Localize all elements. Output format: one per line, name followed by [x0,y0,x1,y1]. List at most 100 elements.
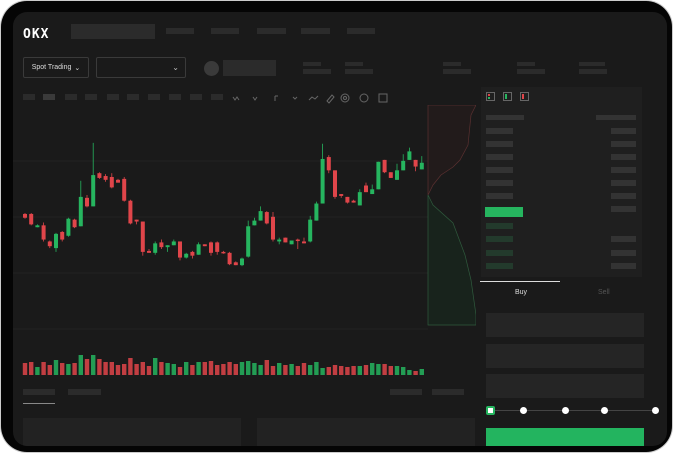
bid-price [486,236,513,242]
volume-bar [258,365,263,375]
nav-item[interactable] [347,28,375,34]
nav-item[interactable] [301,28,330,34]
volume-bar [314,362,319,375]
pen-icon[interactable] [326,94,335,104]
candle-body [35,225,40,228]
candle-body [240,258,244,266]
candle-body [295,239,300,242]
candle-body [271,216,275,240]
tab-order-history[interactable] [68,389,101,395]
candle-body [221,251,226,254]
fx-icon[interactable] [274,95,278,101]
candlestick-chart[interactable] [13,105,476,380]
tab-sell[interactable]: Sell [598,289,610,296]
ask-price [486,128,513,134]
slider-step-25[interactable] [520,407,527,414]
amount-input[interactable] [486,344,644,368]
timeframe-button[interactable] [190,94,202,100]
price-input[interactable] [486,313,644,337]
volume-bar [233,364,238,375]
volume-bar [308,365,313,375]
fullscreen-icon[interactable] [378,93,388,103]
candle-body [78,196,83,227]
reset-icon[interactable] [359,93,369,103]
nav-item[interactable] [166,28,194,34]
timeframe-button[interactable] [23,94,35,100]
okx-logo[interactable]: OKX [23,27,50,42]
candle-body [357,192,362,206]
volume-bar [103,362,108,375]
candle-body [147,250,151,253]
slider-handle[interactable] [486,406,495,415]
candle-body [178,241,182,258]
candle-body [314,203,319,221]
total-input[interactable] [486,374,644,398]
candle-body [376,161,381,190]
assets-panel [257,418,475,446]
ask-amount [611,141,636,147]
slider-step-50[interactable] [562,407,569,414]
volume-bar [376,364,381,375]
slider-step-100[interactable] [652,407,659,414]
slider-step-75[interactable] [601,407,608,414]
buy-button[interactable] [486,428,644,446]
stat-value [517,69,545,74]
volume-bar [128,358,133,375]
candle-body [395,170,399,180]
tab-buy[interactable]: Buy [515,289,528,296]
candle-body [23,213,27,218]
spot-trading-dropdown[interactable]: Spot Trading ⌄ [23,57,89,78]
timeframe-button[interactable] [43,94,55,100]
volume-bar [159,362,164,375]
candle-body [85,197,89,207]
bid-price [486,223,513,229]
tab-open-orders[interactable] [23,389,55,395]
nav-item[interactable] [257,28,286,34]
bids-view-icon[interactable] [503,92,512,101]
candle-body [258,211,263,221]
ask-price [486,141,513,147]
ask-price [486,193,513,199]
volume-bar [301,363,307,375]
orderbook-header [486,115,524,120]
volume-bar [153,358,158,375]
asks-view-icon[interactable] [520,92,529,101]
volume-bar [97,359,102,375]
stat-label [517,62,535,66]
pair-selector[interactable]: ⌄ [96,57,186,78]
volume-bar [345,367,350,375]
candle-body [264,212,269,224]
line-tool-icon[interactable] [308,95,319,101]
slider-track[interactable] [490,410,658,411]
volume-bar [394,366,400,375]
timeframe-button[interactable] [148,94,160,100]
indicator-icon[interactable] [232,96,240,101]
candle-body [128,200,133,224]
candle-body [116,179,120,183]
candle-body [60,231,65,240]
nav-item[interactable] [211,28,239,34]
volume-bar [29,362,34,375]
chevron-down-icon: ⌄ [172,63,179,72]
timeframe-button[interactable] [169,94,181,100]
volume-bar [407,370,412,375]
timeframe-button[interactable] [85,94,97,100]
filter-button[interactable] [390,389,422,395]
settings-icon[interactable] [340,93,350,103]
filter-button[interactable] [432,389,464,395]
candle-body [289,240,294,245]
candle-body [140,221,145,252]
volume-bar [66,364,71,375]
timeframe-button[interactable] [107,94,119,100]
volume-bar [320,368,325,375]
volume-bar [35,367,40,375]
timeframe-button[interactable] [65,94,77,100]
both-sides-view-icon[interactable] [486,92,495,101]
chevron-down-icon[interactable] [292,96,298,100]
candle-body [302,241,306,244]
compare-icon[interactable] [252,96,258,101]
timeframe-button[interactable] [127,94,139,100]
volume-bar [295,366,300,375]
timeframe-button[interactable] [211,94,223,100]
search-bar[interactable] [71,24,155,39]
